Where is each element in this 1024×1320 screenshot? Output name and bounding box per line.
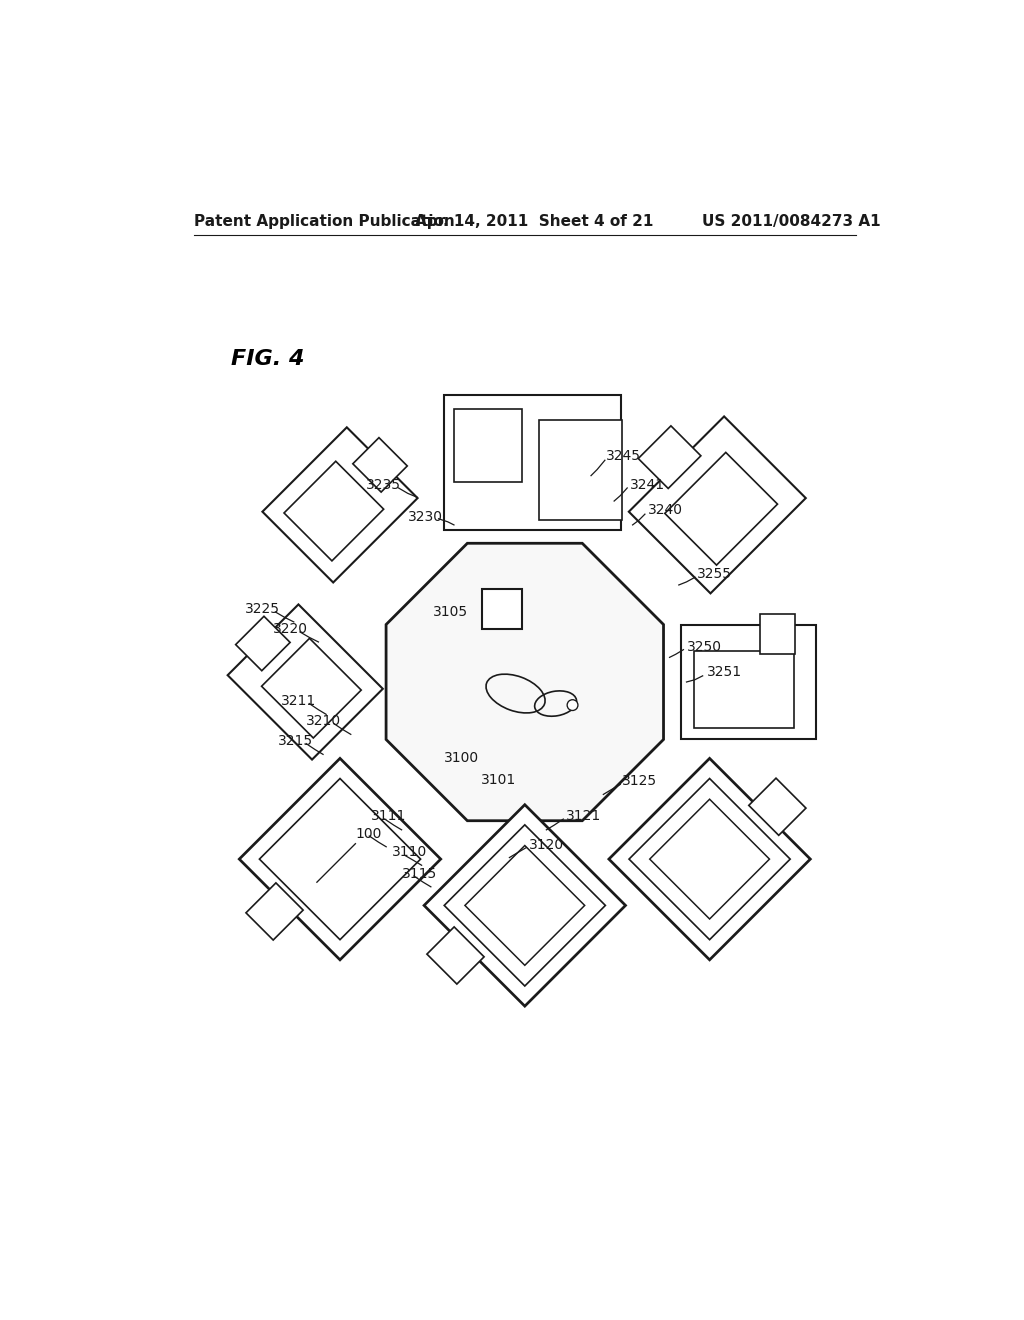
Polygon shape bbox=[454, 409, 521, 482]
Text: 3225: 3225 bbox=[245, 602, 280, 616]
Text: 3000: 3000 bbox=[488, 407, 527, 422]
Polygon shape bbox=[424, 805, 626, 1006]
Text: 3101: 3101 bbox=[481, 774, 516, 787]
Polygon shape bbox=[444, 825, 605, 986]
Polygon shape bbox=[465, 846, 585, 965]
Polygon shape bbox=[649, 799, 769, 919]
Text: 3110: 3110 bbox=[392, 845, 428, 859]
Text: 3220: 3220 bbox=[273, 622, 308, 636]
Polygon shape bbox=[284, 461, 384, 561]
Polygon shape bbox=[262, 428, 418, 582]
Polygon shape bbox=[353, 438, 408, 492]
Polygon shape bbox=[665, 453, 777, 565]
Text: Apr. 14, 2011  Sheet 4 of 21: Apr. 14, 2011 Sheet 4 of 21 bbox=[416, 214, 654, 228]
Polygon shape bbox=[681, 626, 815, 739]
Polygon shape bbox=[261, 639, 361, 738]
Text: 3245: 3245 bbox=[606, 449, 641, 463]
Text: 3111: 3111 bbox=[371, 809, 407, 824]
Ellipse shape bbox=[567, 700, 578, 710]
Polygon shape bbox=[481, 589, 521, 628]
Polygon shape bbox=[246, 883, 303, 940]
Polygon shape bbox=[539, 420, 622, 520]
Polygon shape bbox=[760, 614, 795, 655]
Text: 100: 100 bbox=[355, 826, 382, 841]
Polygon shape bbox=[236, 616, 290, 671]
Polygon shape bbox=[629, 779, 791, 940]
Text: 3115: 3115 bbox=[401, 867, 437, 880]
Polygon shape bbox=[259, 779, 421, 940]
Text: 3255: 3255 bbox=[696, 566, 731, 581]
Text: 3121: 3121 bbox=[565, 809, 601, 824]
Text: 3241: 3241 bbox=[630, 478, 665, 492]
Text: 3235: 3235 bbox=[367, 478, 401, 492]
Text: 3210: 3210 bbox=[306, 714, 341, 729]
Text: 3125: 3125 bbox=[622, 775, 657, 788]
Polygon shape bbox=[227, 605, 383, 759]
Text: 3251: 3251 bbox=[707, 665, 741, 678]
Text: 3100: 3100 bbox=[444, 751, 479, 766]
Polygon shape bbox=[240, 759, 440, 960]
Text: 3215: 3215 bbox=[279, 734, 313, 748]
Text: 3105: 3105 bbox=[433, 605, 468, 619]
Text: 3250: 3250 bbox=[686, 640, 722, 653]
Text: US 2011/0084273 A1: US 2011/0084273 A1 bbox=[701, 214, 881, 228]
Text: 3240: 3240 bbox=[648, 503, 683, 517]
Polygon shape bbox=[609, 759, 810, 960]
Polygon shape bbox=[386, 544, 664, 821]
Text: 3211: 3211 bbox=[281, 693, 316, 708]
Text: FIG. 4: FIG. 4 bbox=[230, 350, 304, 370]
Polygon shape bbox=[749, 779, 806, 836]
Text: 3230: 3230 bbox=[408, 510, 442, 524]
Polygon shape bbox=[638, 426, 700, 488]
Text: 3120: 3120 bbox=[529, 837, 564, 851]
Text: Patent Application Publication: Patent Application Publication bbox=[194, 214, 455, 228]
Polygon shape bbox=[629, 416, 806, 594]
Polygon shape bbox=[427, 927, 484, 983]
Polygon shape bbox=[694, 651, 795, 729]
Polygon shape bbox=[444, 395, 621, 529]
